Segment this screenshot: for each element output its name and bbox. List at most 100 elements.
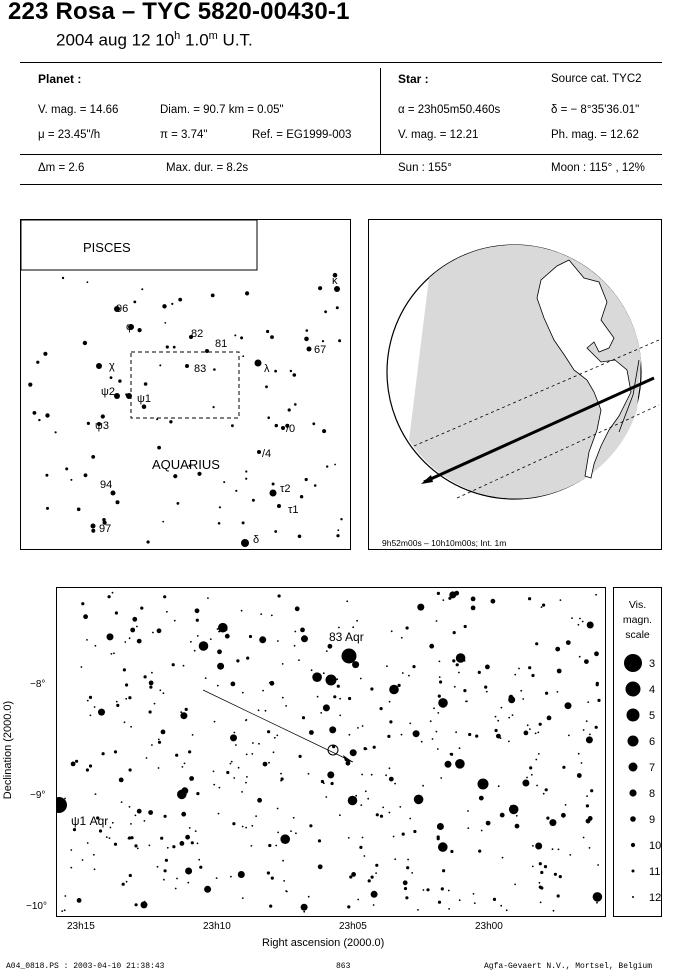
field-star (370, 875, 374, 879)
background-star (274, 423, 278, 428)
field-star (111, 591, 114, 594)
field-star (582, 729, 585, 731)
field-star (193, 649, 196, 652)
background-star (304, 336, 309, 342)
field-star (336, 684, 340, 688)
finder-field-outline (130, 351, 240, 419)
field-star (543, 865, 548, 869)
field-star (586, 795, 588, 797)
globe-caption: 9h52m00s – 10h10m00s; Int. 1m (382, 538, 506, 548)
field-star (490, 598, 496, 604)
field-star (182, 664, 185, 667)
background-star (305, 329, 309, 332)
field-star (536, 784, 538, 787)
field-star (412, 730, 420, 738)
field-star (494, 715, 497, 718)
delta-magnitude: Δm = 2.6 (38, 162, 85, 174)
field-star (467, 827, 470, 829)
background-star (321, 340, 325, 343)
field-star (557, 848, 560, 851)
field-star (571, 617, 573, 619)
background-stars (28, 272, 343, 544)
field-star (98, 829, 103, 833)
field-star (307, 772, 310, 775)
field-star (401, 832, 405, 836)
field-star (301, 716, 306, 720)
label-83-aqr: 83 Aqr (329, 630, 364, 644)
planet-motion: μ = 23.45"/h (38, 129, 101, 141)
field-star (497, 719, 500, 722)
field-star (180, 711, 183, 714)
page-title: 223 Rosa – TYC 5820-00430-1 (8, 0, 350, 25)
field-star (589, 733, 591, 736)
field-star (448, 908, 450, 910)
field-star (114, 611, 118, 615)
background-star (313, 484, 317, 487)
bright-star (341, 648, 357, 664)
field-star (597, 864, 599, 866)
field-star (93, 706, 96, 708)
field-star (194, 608, 200, 614)
field-star (267, 730, 271, 734)
field-star (125, 683, 129, 687)
americas-landmass (536, 259, 632, 479)
scale-dot (632, 896, 634, 898)
field-star (352, 661, 360, 669)
field-star (166, 846, 169, 849)
field-star (466, 700, 468, 703)
field-star (246, 656, 250, 660)
field-star (453, 685, 456, 688)
field-star (452, 631, 456, 635)
field-star (349, 749, 357, 757)
occulted-star-marker (327, 744, 339, 756)
field-star (367, 879, 371, 883)
field-star (389, 720, 393, 724)
field-star (359, 845, 363, 849)
named-star (114, 393, 120, 399)
field-star (535, 642, 539, 646)
field-star (196, 635, 199, 637)
field-star (542, 603, 546, 607)
field-star (159, 689, 162, 692)
background-star (115, 500, 120, 505)
background-star (176, 502, 180, 505)
scale-mag-label: 8 (649, 788, 655, 800)
field-star (555, 646, 561, 652)
field-star (325, 650, 328, 652)
field-star (276, 807, 279, 810)
field-star (113, 750, 118, 754)
field-star (61, 910, 64, 912)
field-star (218, 786, 221, 789)
field-star (259, 636, 267, 644)
star-heading: Star : (398, 72, 429, 86)
field-star (347, 837, 350, 839)
scale-canvas: 3 4 5 6 7 8 9 10 11 12 (624, 654, 661, 904)
field-star (224, 633, 230, 639)
scale-dots: 3 4 5 6 7 8 9 10 11 12 (624, 654, 661, 904)
field-star (431, 738, 434, 740)
field-star (508, 740, 510, 743)
field-star (375, 872, 377, 874)
field-star (268, 843, 272, 848)
field-star (190, 640, 192, 643)
field-star (213, 720, 216, 723)
field-star (579, 617, 581, 620)
field-star (526, 724, 529, 727)
background-star (324, 310, 327, 314)
field-star (70, 761, 76, 767)
pisces-box (21, 220, 258, 271)
field-star (237, 766, 240, 769)
field-star (468, 732, 472, 737)
field-star (134, 814, 137, 817)
field-star (241, 897, 244, 899)
named-star (277, 504, 281, 508)
field-star (561, 812, 566, 818)
field-star (438, 676, 441, 678)
background-star (297, 534, 302, 539)
named-star (205, 349, 209, 353)
star-ra: α = 23h05m50.460s (398, 104, 501, 116)
field-star (538, 885, 542, 889)
field-star (437, 694, 441, 698)
field-star (273, 736, 276, 739)
field-star (298, 659, 300, 661)
